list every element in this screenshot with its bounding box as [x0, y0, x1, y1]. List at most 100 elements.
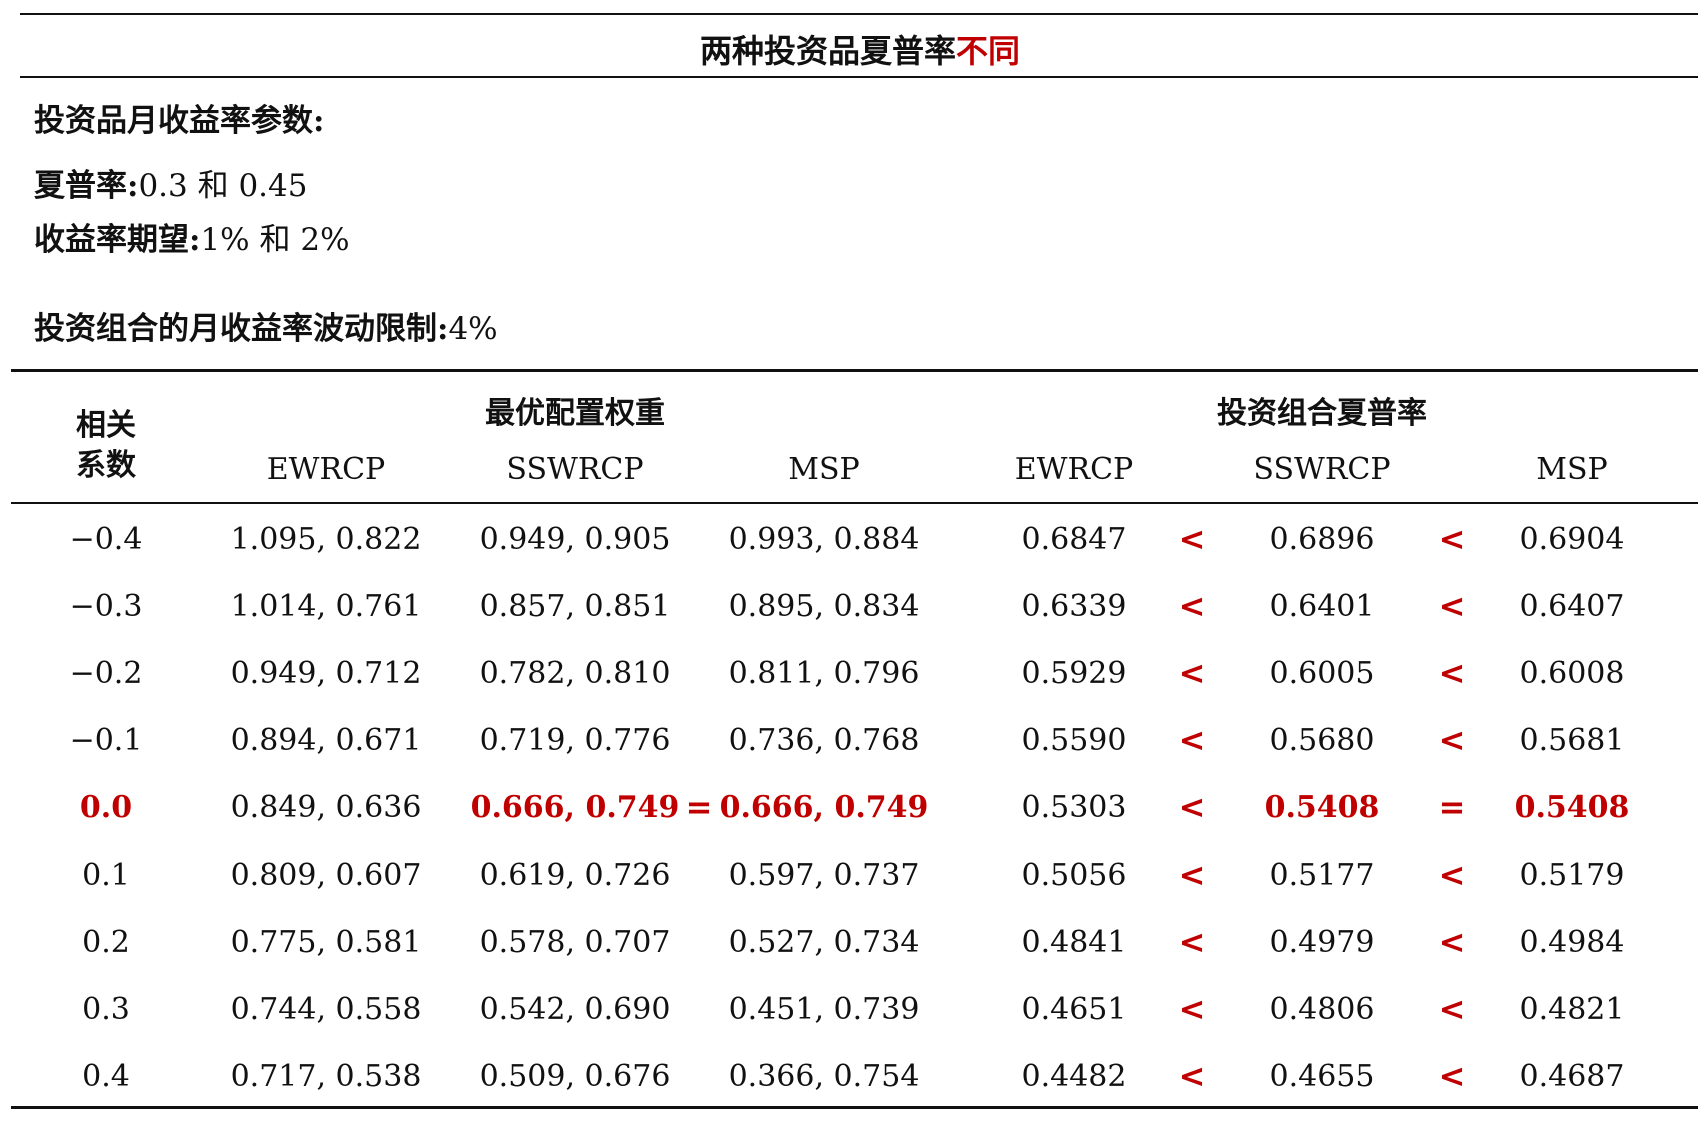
msp-weights-cell: 0.895, 0.834 [728, 589, 920, 624]
vol-value: 4% [448, 311, 498, 347]
corr-cell: −0.1 [69, 723, 143, 758]
msp-sharpe-cell: 0.4984 [1519, 925, 1625, 960]
weights-equal-symbol: = [685, 788, 713, 826]
msp-sharpe-cell: 0.6407 [1519, 589, 1625, 624]
msp-weights-cell: 0.597, 0.737 [728, 858, 920, 893]
group-header-weights: 最优配置权重 [485, 396, 665, 431]
ew-sharpe-cell: 0.5303 [1021, 790, 1127, 825]
compare-symbol-1: < [1178, 1057, 1206, 1095]
ss-weights-cell: 0.719, 0.776 [479, 723, 671, 758]
msp-weights-cell: 0.451, 0.739 [728, 992, 920, 1027]
compare-symbol-2: < [1438, 654, 1466, 692]
ew-sharpe-cell: 0.4841 [1021, 925, 1127, 960]
compare-symbol-2: < [1438, 721, 1466, 759]
msp-sharpe-cell: 0.6008 [1519, 656, 1625, 691]
corr-cell: 0.2 [82, 925, 130, 960]
ew-sharpe-cell: 0.4651 [1021, 992, 1127, 1027]
msp-weights-cell: 0.811, 0.796 [728, 656, 920, 691]
msp-weights-cell: 0.736, 0.768 [728, 723, 920, 758]
ew-weights-cell: 1.095, 0.822 [230, 522, 422, 557]
compare-symbol-1: < [1178, 788, 1206, 826]
ss-weights-cell: 0.666, 0.749 [470, 790, 680, 825]
sharpe-param: 夏普率:0.3 和 0.45 [34, 160, 308, 205]
page-title: 两种投资品夏普率不同 [20, 20, 1700, 82]
ew-weights-cell: 0.744, 0.558 [230, 992, 422, 1027]
ew-sharpe-cell: 0.4482 [1021, 1059, 1127, 1094]
ss-sharpe-cell: 0.5408 [1264, 790, 1380, 825]
compare-symbol-2: < [1438, 520, 1466, 558]
msp-sharpe-cell: 0.4821 [1519, 992, 1625, 1027]
col-header-ss-weights: SSWRCP [506, 452, 644, 487]
ss-sharpe-cell: 0.4979 [1269, 925, 1375, 960]
ew-weights-cell: 0.717, 0.538 [230, 1059, 422, 1094]
msp-sharpe-cell: 0.5179 [1519, 858, 1625, 893]
vol-param: 投资组合的月收益率波动限制:4% [34, 303, 498, 348]
table-top-rule [11, 369, 1698, 372]
ss-sharpe-cell: 0.6896 [1269, 522, 1375, 557]
corr-header-line2: 系数 [76, 448, 136, 483]
compare-symbol-1: < [1178, 721, 1206, 759]
corr-cell: −0.4 [69, 522, 143, 557]
ss-sharpe-cell: 0.6005 [1269, 656, 1375, 691]
compare-symbol-1: < [1178, 520, 1206, 558]
params-heading: 投资品月收益率参数: [34, 103, 325, 139]
compare-symbol-1: < [1178, 923, 1206, 961]
corr-cell: 0.0 [79, 790, 133, 825]
compare-symbol-2: = [1438, 788, 1466, 826]
col-header-ew-weights: EWRCP [266, 452, 386, 487]
ss-weights-cell: 0.782, 0.810 [479, 656, 671, 691]
msp-sharpe-cell: 0.5408 [1514, 790, 1630, 825]
ew-weights-cell: 0.849, 0.636 [230, 790, 422, 825]
ew-sharpe-cell: 0.6339 [1021, 589, 1127, 624]
compare-symbol-2: < [1438, 990, 1466, 1028]
corr-cell: 0.1 [82, 858, 130, 893]
corr-cell: −0.3 [69, 589, 143, 624]
msp-weights-cell: 0.527, 0.734 [728, 925, 920, 960]
compare-symbol-1: < [1178, 856, 1206, 894]
vol-label: 投资组合的月收益率波动限制: [34, 311, 449, 347]
ew-sharpe-cell: 0.6847 [1021, 522, 1127, 557]
compare-symbol-2: < [1438, 587, 1466, 625]
return-value: 1% 和 2% [200, 222, 350, 258]
ew-weights-cell: 0.809, 0.607 [230, 858, 422, 893]
col-header-msp-weights: MSP [788, 452, 860, 487]
ss-sharpe-cell: 0.4655 [1269, 1059, 1375, 1094]
title-main: 两种投资品夏普率 [699, 32, 956, 70]
sharpe-value: 0.3 和 0.45 [138, 168, 308, 204]
ew-sharpe-cell: 0.5056 [1021, 858, 1127, 893]
ew-sharpe-cell: 0.5590 [1021, 723, 1127, 758]
ew-sharpe-cell: 0.5929 [1021, 656, 1127, 691]
ss-sharpe-cell: 0.4806 [1269, 992, 1375, 1027]
ss-weights-cell: 0.857, 0.851 [479, 589, 671, 624]
ss-sharpe-cell: 0.5177 [1269, 858, 1375, 893]
corr-cell: 0.3 [82, 992, 130, 1027]
col-header-ss-sharpe: SSWRCP [1253, 452, 1391, 487]
msp-weights-cell: 0.366, 0.754 [728, 1059, 920, 1094]
group-header-sharpe: 投资组合夏普率 [1217, 396, 1427, 431]
ss-weights-cell: 0.949, 0.905 [479, 522, 671, 557]
ss-weights-cell: 0.542, 0.690 [479, 992, 671, 1027]
compare-symbol-1: < [1178, 990, 1206, 1028]
ew-weights-cell: 1.014, 0.761 [230, 589, 422, 624]
title-bottom-rule [20, 76, 1698, 78]
ss-weights-cell: 0.509, 0.676 [479, 1059, 671, 1094]
return-param: 收益率期望:1% 和 2% [34, 214, 350, 259]
title-highlight: 不同 [956, 32, 1021, 70]
compare-symbol-2: < [1438, 1057, 1466, 1095]
compare-symbol-2: < [1438, 923, 1466, 961]
title-top-rule [20, 13, 1698, 15]
msp-weights-cell: 0.993, 0.884 [728, 522, 920, 557]
table-header-rule [11, 502, 1698, 504]
msp-sharpe-cell: 0.6904 [1519, 522, 1625, 557]
corr-cell: −0.2 [69, 656, 143, 691]
compare-symbol-2: < [1438, 856, 1466, 894]
ew-weights-cell: 0.894, 0.671 [230, 723, 422, 758]
ss-weights-cell: 0.619, 0.726 [479, 858, 671, 893]
msp-sharpe-cell: 0.4687 [1519, 1059, 1625, 1094]
ss-sharpe-cell: 0.6401 [1269, 589, 1375, 624]
col-header-ew-sharpe: EWRCP [1014, 452, 1134, 487]
sharpe-label: 夏普率: [34, 168, 139, 204]
ss-sharpe-cell: 0.5680 [1269, 723, 1375, 758]
compare-symbol-1: < [1178, 587, 1206, 625]
ss-weights-cell: 0.578, 0.707 [479, 925, 671, 960]
